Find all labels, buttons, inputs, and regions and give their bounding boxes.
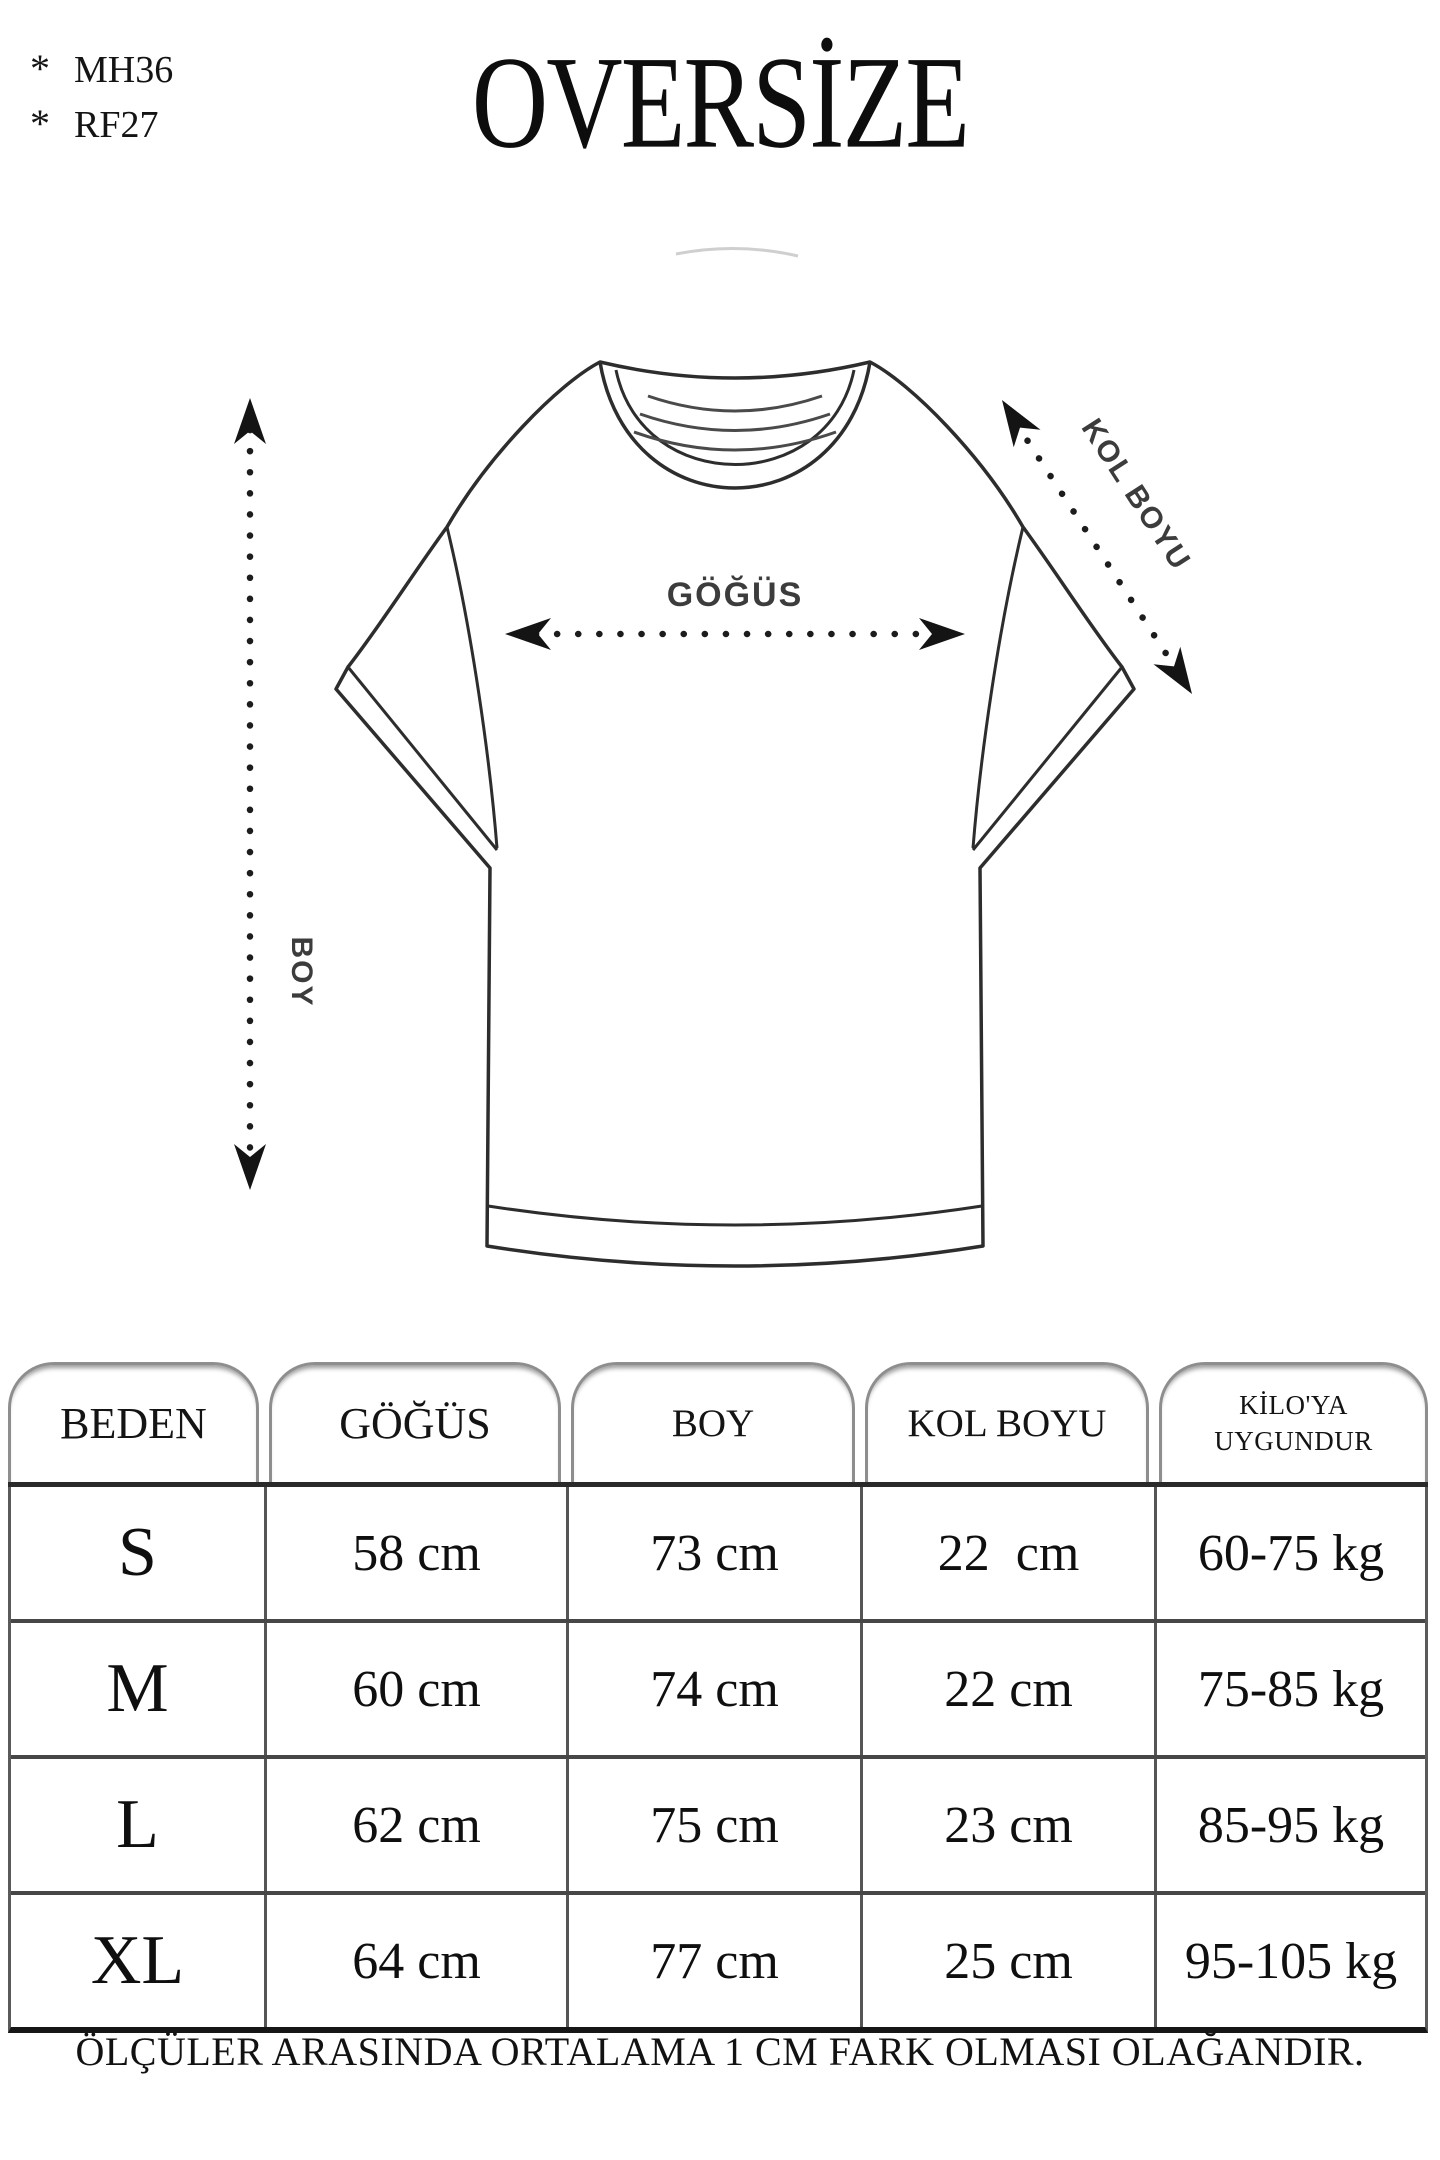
table-row-l: L 62 cm 75 cm 23 cm 85-95 kg xyxy=(11,1755,1425,1891)
collar-back-hint xyxy=(675,247,799,258)
header-cell-boy: BOY xyxy=(571,1362,855,1482)
size-table-header: BEDEN GÖĞÜS BOY KOL BOYU KİLO'YA UYGUNDU… xyxy=(8,1362,1428,1487)
size-table: BEDEN GÖĞÜS BOY KOL BOYU KİLO'YA UYGUNDU… xyxy=(8,1362,1428,2033)
page-title-wrap: OVERSİZE xyxy=(0,29,1440,174)
weight-value: 60-75 kg xyxy=(1154,1487,1425,1619)
left-armhole-seam xyxy=(445,526,499,849)
chest-value: 58 cm xyxy=(264,1487,566,1619)
product-code: RF27 xyxy=(74,104,159,146)
length-value: 74 cm xyxy=(566,1623,860,1755)
measurement-disclaimer: ÖLÇÜLER ARASINDA ORTALAMA 1 CM FARK OLMA… xyxy=(75,2029,1365,2074)
weight-value: 95-105 kg xyxy=(1154,1895,1425,2027)
collar-rib-stripe xyxy=(647,394,823,413)
table-row-xl: XL 64 cm 77 cm 25 cm 95-105 kg xyxy=(11,1891,1425,2027)
table-row-m: M 60 cm 74 cm 22 cm 75-85 kg xyxy=(11,1619,1425,1755)
sleeve-value: 25 cm xyxy=(860,1895,1154,2027)
size-table-body: S 58 cm 73 cm 22 cm 60-75 kg M 60 cm 74 … xyxy=(8,1487,1428,2033)
header-label: BEDEN xyxy=(60,1399,207,1448)
product-code-line: * MH36 xyxy=(30,42,173,97)
asterisk-icon: * xyxy=(30,101,50,146)
length-value: 73 cm xyxy=(566,1487,860,1619)
header-cell-beden: BEDEN xyxy=(8,1362,259,1482)
chest-value: 64 cm xyxy=(264,1895,566,2027)
size-value: XL xyxy=(90,1922,185,1999)
size-value: S xyxy=(118,1514,157,1591)
length-label: BOY xyxy=(285,936,318,1007)
header-cell-kiloya-uygundur: KİLO'YA UYGUNDUR xyxy=(1159,1362,1428,1482)
asterisk-icon: * xyxy=(30,46,50,91)
left-cuff-seam xyxy=(346,666,499,851)
size-value: L xyxy=(116,1786,159,1863)
sleeve-arrow-dotted-line xyxy=(1012,419,1182,676)
weight-value: 85-95 kg xyxy=(1154,1759,1425,1891)
chest-value: 62 cm xyxy=(264,1759,566,1891)
arrowhead-up-icon xyxy=(234,398,266,444)
tshirt-outline xyxy=(334,360,1136,1268)
tshirt-measurement-diagram: GÖĞÜS BOY KOL BOYU xyxy=(234,247,1197,1268)
header-label: GÖĞÜS xyxy=(339,1399,491,1448)
size-value: M xyxy=(106,1650,169,1727)
sleeve-value: 23 cm xyxy=(860,1759,1154,1891)
sleeve-value: 22 cm xyxy=(860,1487,1154,1619)
header-cell-gogus: GÖĞÜS xyxy=(269,1362,561,1482)
sleeve-label: KOL BOYU xyxy=(1075,413,1197,577)
weight-value: 75-85 kg xyxy=(1154,1623,1425,1755)
product-code: MH36 xyxy=(74,49,174,91)
right-cuff-seam xyxy=(971,666,1124,851)
collar-rib-stripe xyxy=(639,412,831,432)
page-title: OVERSİZE xyxy=(471,28,970,176)
arrowhead-right-icon xyxy=(919,618,965,650)
header-label: BOY xyxy=(671,1402,755,1445)
right-armhole-seam xyxy=(971,526,1025,849)
header-label: KOL BOYU xyxy=(907,1402,1107,1445)
collar-rib-stripe xyxy=(633,430,837,452)
arrowhead-upleft-icon xyxy=(1002,400,1041,448)
sleeve-value: 22 cm xyxy=(860,1623,1154,1755)
arrowhead-left-icon xyxy=(505,618,551,650)
length-value: 77 cm xyxy=(566,1895,860,2027)
arrowhead-downright-icon xyxy=(1153,646,1192,694)
collar-outer xyxy=(598,361,872,490)
product-codes: * MH36 * RF27 xyxy=(30,42,173,152)
product-code-line: * RF27 xyxy=(30,97,173,152)
header-label: KİLO'YA UYGUNDUR xyxy=(1214,1390,1373,1456)
chest-value: 60 cm xyxy=(264,1623,566,1755)
header-cell-kol-boyu: KOL BOYU xyxy=(865,1362,1149,1482)
collar-inner xyxy=(614,369,856,466)
length-value: 75 cm xyxy=(566,1759,860,1891)
arrowhead-down-icon xyxy=(234,1144,266,1190)
chest-label: GÖĞÜS xyxy=(667,576,804,614)
hem-band-line xyxy=(487,1204,983,1227)
table-row-s: S 58 cm 73 cm 22 cm 60-75 kg xyxy=(11,1487,1425,1619)
